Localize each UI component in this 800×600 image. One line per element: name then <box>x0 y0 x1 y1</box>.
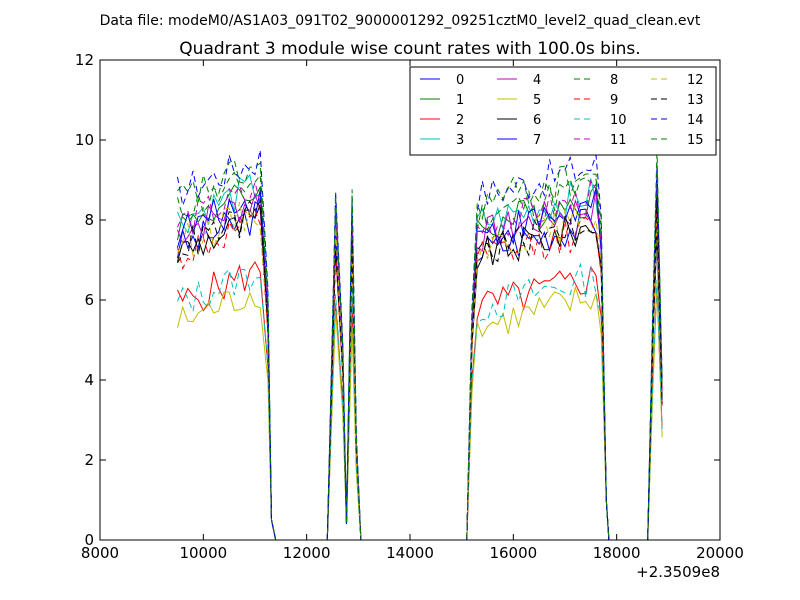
series-line-8 <box>177 171 663 541</box>
x-tick-label: 20000 <box>696 544 744 562</box>
y-tick-label: 10 <box>75 131 94 149</box>
series-line-7 <box>177 186 663 541</box>
legend-label-4: 4 <box>533 73 541 88</box>
series-line-5 <box>177 279 663 541</box>
series-line-0 <box>177 200 663 541</box>
y-tick-label: 12 <box>75 51 94 69</box>
legend-label-11: 11 <box>610 133 627 148</box>
legend-label-6: 6 <box>533 113 541 128</box>
series-line-14 <box>177 149 663 541</box>
series-layer <box>177 147 663 541</box>
x-tick-label: 12000 <box>283 544 331 562</box>
legend-label-12: 12 <box>687 73 704 88</box>
x-offset-label: +2.3509e8 <box>636 563 720 581</box>
legend-box <box>409 66 717 156</box>
legend-label-9: 9 <box>610 93 618 108</box>
legend-label-10: 10 <box>610 113 627 128</box>
series-line-13 <box>177 197 663 541</box>
x-tick-label: 10000 <box>179 544 227 562</box>
series-line-3 <box>177 173 663 541</box>
x-tick-label: 16000 <box>489 544 537 562</box>
legend-label-15: 15 <box>687 133 704 148</box>
series-line-9 <box>177 208 663 541</box>
y-tick-label: 4 <box>84 371 94 389</box>
legend-label-1: 1 <box>456 93 464 108</box>
legend-label-0: 0 <box>456 73 464 88</box>
legend-label-14: 14 <box>687 113 704 128</box>
x-tick-label: 8000 <box>81 544 119 562</box>
series-line-6 <box>177 204 663 541</box>
legend-label-3: 3 <box>456 133 464 148</box>
legend-label-5: 5 <box>533 93 541 108</box>
series-line-2 <box>177 261 663 541</box>
legend-label-2: 2 <box>456 113 464 128</box>
legend-label-7: 7 <box>533 133 541 148</box>
series-line-1 <box>177 182 663 541</box>
legend-label-8: 8 <box>610 73 618 88</box>
y-tick-label: 2 <box>84 451 94 469</box>
y-tick-label: 6 <box>84 291 94 309</box>
y-tick-label: 8 <box>84 211 94 229</box>
suptitle: Data file: modeM0/AS1A03_091T02_90000012… <box>100 13 701 29</box>
ticks-layer: 8000 10000 12000 14000 16000 18000 20000 0 2 4 6 8 1… <box>75 51 744 562</box>
series-line-15 <box>177 147 663 541</box>
x-tick-label: 14000 <box>386 544 434 562</box>
legend-label-13: 13 <box>687 93 704 108</box>
y-tick-label: 0 <box>84 531 94 549</box>
x-tick-label: 18000 <box>593 544 641 562</box>
chart-title: Quadrant 3 module wise count rates with … <box>179 39 640 59</box>
